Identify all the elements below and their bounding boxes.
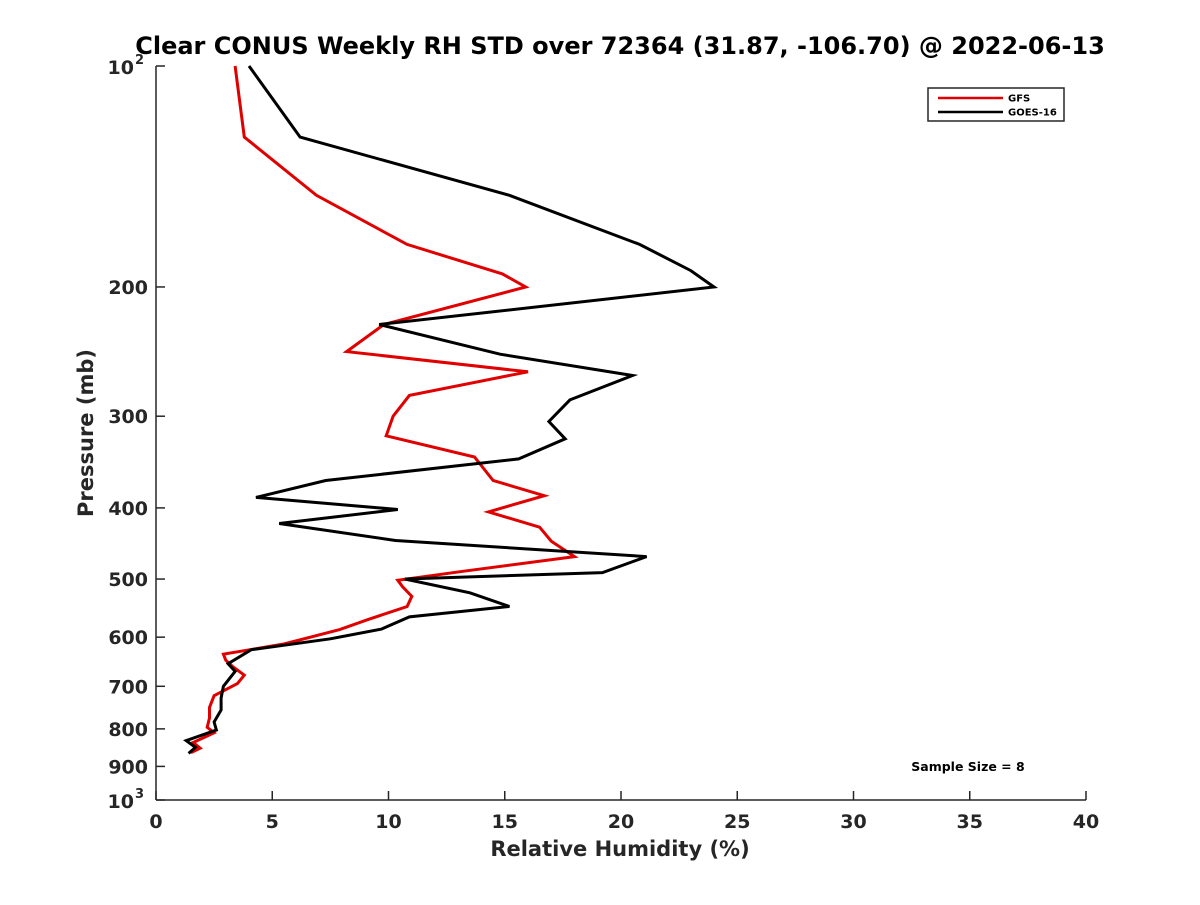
y-tick-label: 600 [108,627,148,649]
x-tick-label: 15 [492,811,518,833]
y-tick-label: 10 [108,791,134,813]
y-tick-label: 400 [108,498,148,520]
legend-label-gfs: GFS [1008,94,1030,105]
y-tick-label: 700 [108,676,148,698]
x-tick-label: 30 [840,811,866,833]
x-axis-label: Relative Humidity (%) [490,837,749,861]
y-axis-label: Pressure (mb) [74,349,98,517]
sample-size-annotation: Sample Size = 8 [911,759,1024,774]
y-tick-exponent: 3 [135,787,144,802]
x-tick-label: 40 [1073,811,1099,833]
y-tick-label: 10 [108,57,134,79]
x-tick-label: 10 [375,811,401,833]
legend: GFS GOES-16 [927,87,1065,122]
series-group [183,65,719,755]
y-tick-label: 500 [108,569,148,591]
y-tick-label: 900 [108,756,148,778]
y-tick-exponent: 2 [135,53,144,68]
x-tick-label: 25 [724,811,750,833]
legend-box [927,87,1065,122]
y-tick-label: 200 [108,277,148,299]
series-line-goes16 [183,65,719,755]
chart-title: Clear CONUS Weekly RH STD over 72364 (31… [135,32,1105,60]
x-tick-label: 0 [149,811,162,833]
legend-label-goes16: GOES-16 [1008,108,1057,119]
y-tick-label: 300 [108,406,148,428]
y-tick-label: 800 [108,719,148,741]
series-line-gfs [190,65,579,755]
x-axis: 0 5 10 15 20 25 30 35 40 [149,791,1099,833]
x-tick-label: 20 [608,811,634,833]
x-tick-label: 35 [957,811,983,833]
x-tick-label: 5 [266,811,279,833]
